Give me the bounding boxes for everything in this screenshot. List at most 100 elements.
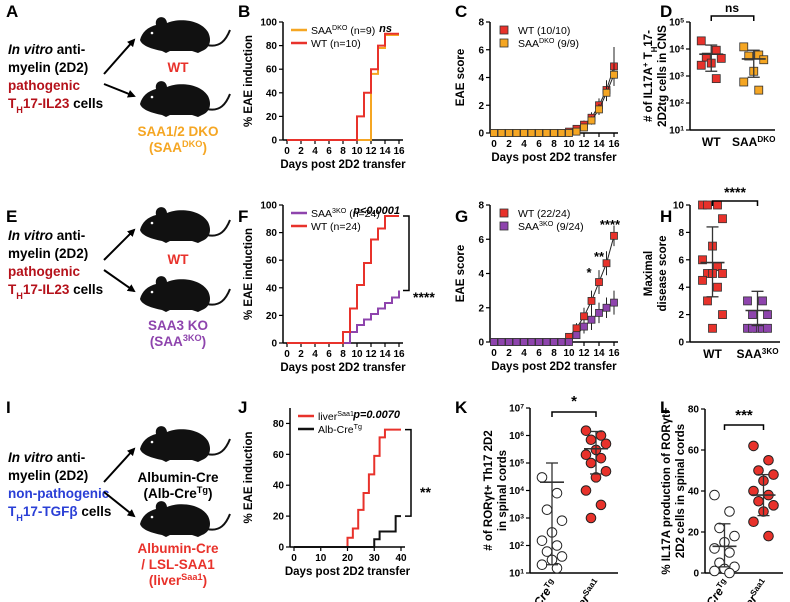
text-run: 6 (520, 431, 524, 438)
y-axis-label: % IL17A production of RORγt+ (661, 407, 673, 575)
y-tick-label: 6 (478, 45, 484, 56)
data-point (585, 434, 597, 446)
y-tick-label: 8 (478, 201, 484, 212)
x-tick-label: 8 (340, 349, 346, 360)
panel-label: I (6, 398, 11, 417)
data-point (718, 310, 727, 320)
data-point (585, 512, 597, 524)
data-point (711, 45, 721, 55)
mouse-label: Albumin-Cre (138, 541, 219, 556)
x-tick-label: 20 (342, 553, 354, 564)
data-point (557, 129, 566, 137)
data-point (610, 70, 618, 79)
data-point (716, 53, 726, 63)
data-point (535, 338, 543, 346)
text-run: 10 (669, 45, 681, 56)
text-run: 10 (669, 99, 681, 110)
x-tick-label: 2 (298, 349, 304, 360)
text-run: H (650, 46, 659, 52)
y-tick-label: 2 (478, 101, 484, 112)
annotation: p<0.0001 (352, 205, 400, 217)
text-run: DKO (539, 37, 555, 45)
annotation: ** (594, 249, 605, 264)
x-tick-label: 8 (551, 139, 557, 150)
text-run: (9/9) (554, 38, 579, 50)
x-tick-label: 4 (312, 349, 318, 360)
y-tick-label: 60 (688, 446, 700, 457)
y-tick-label: 60 (266, 65, 278, 76)
mouse-label: / LSL-SAA1 (141, 557, 215, 572)
text-run: SAA (518, 38, 539, 50)
protocol-text: myelin (2D2) (8, 468, 88, 483)
x-tick-label: 8 (340, 146, 346, 157)
legend-label: Alb-CreTg (318, 423, 362, 436)
panel-label: C (455, 2, 467, 21)
text-run: myelin (2D2) (8, 468, 88, 483)
text-run: DKO (757, 135, 775, 144)
mouse-label: Albumin-Cre (138, 470, 219, 485)
text-run: ) (202, 334, 207, 349)
y-tick-label: 20 (266, 112, 278, 123)
data-point (724, 547, 735, 558)
x-tick-label: 40 (395, 553, 407, 564)
text-run: (9/24) (553, 221, 583, 233)
mouse-eye (150, 31, 154, 35)
y-tick-label: 101 (669, 125, 684, 137)
mouse-tail (206, 513, 231, 531)
data-point (527, 129, 536, 137)
mouse-icon (140, 17, 210, 53)
mouse-label: (SAADKO) (149, 139, 207, 155)
x-tick-label: 16 (393, 349, 405, 360)
text-run: In vitro (8, 228, 53, 243)
mouse-label: (liverSaa1) (149, 572, 207, 588)
mouse-icon (140, 276, 210, 312)
x-tick-label: liverSaa1 (734, 576, 771, 602)
data-point (497, 338, 506, 346)
text-run: SAA (518, 221, 539, 233)
y-tick-label: 107 (509, 403, 524, 415)
legend-swatch (499, 208, 509, 218)
data-point (696, 60, 706, 70)
data-point (696, 36, 706, 46)
text-run: T (8, 96, 17, 111)
text-run: cells (69, 96, 103, 111)
protocol-text: In vitro anti- (8, 42, 85, 57)
mouse-eye (150, 515, 154, 519)
data-point (536, 535, 548, 546)
legend-label: WT (n=10) (311, 38, 361, 50)
text-run: Albumin-Cre (138, 470, 219, 485)
y-axis-label: % EAE induction (243, 432, 255, 524)
data-point (572, 127, 581, 136)
data-point (490, 338, 498, 346)
data-point (587, 315, 596, 324)
mouse-icon (140, 426, 210, 462)
x-tick-label: 10 (351, 349, 363, 360)
panel-label: G (455, 207, 468, 226)
text-run: 10 (509, 486, 521, 497)
protocol-text: non-pathogenic (8, 486, 110, 501)
data-point (743, 296, 752, 306)
data-point (580, 123, 588, 132)
text-run: non-pathogenic (8, 486, 110, 501)
mouse-icon (140, 501, 210, 537)
y-tick-label: 80 (266, 41, 278, 52)
y-tick-label: 2 (478, 303, 484, 314)
mouse-eye (150, 95, 154, 99)
y-tick-label: 102 (669, 98, 684, 110)
text-run: 7 (520, 403, 524, 410)
data-point (550, 129, 558, 137)
data-point (535, 129, 543, 137)
x-tick-label: 16 (608, 139, 620, 150)
mouse-icon (140, 207, 210, 243)
text-run: 3KO (332, 207, 347, 215)
y-tick-label: 20 (688, 528, 700, 539)
data-point (610, 231, 618, 240)
x-axis-label: Days post 2D2 transfer (280, 362, 406, 374)
text-run: H (16, 513, 23, 523)
legend-swatch (499, 25, 509, 35)
x-tick-label: SAA3KO (736, 347, 778, 362)
y-tick-label: 0 (271, 136, 277, 147)
data-point (595, 105, 603, 114)
arrow (103, 491, 136, 518)
